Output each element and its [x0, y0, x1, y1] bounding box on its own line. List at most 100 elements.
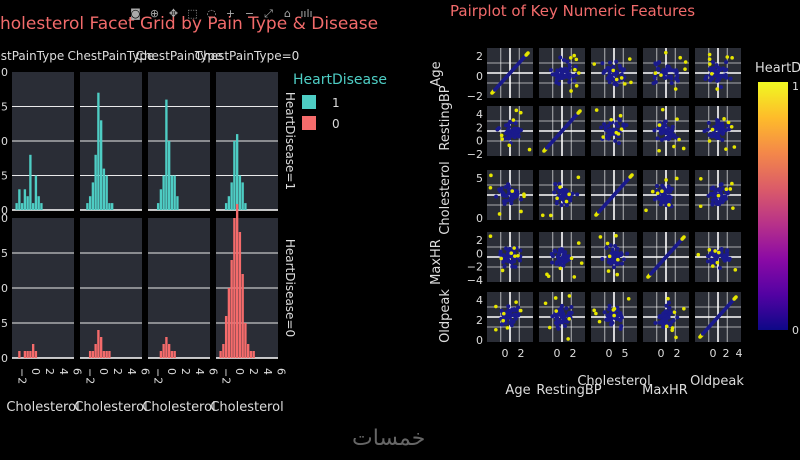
scatter-cell: [643, 106, 689, 156]
zoom-out-icon[interactable]: −: [244, 7, 255, 20]
scatter-point: [558, 185, 562, 189]
scatter-cell: [487, 232, 533, 282]
facet-x-axis-label: Cholesterol: [74, 400, 147, 415]
scatter-point: [519, 197, 524, 202]
pair-x-tick-label: 0: [606, 347, 613, 360]
scatter-point: [618, 326, 623, 331]
scatter-point: [664, 303, 669, 308]
scatter-point: [674, 335, 678, 340]
scatter-point: [724, 187, 729, 192]
scatter-point: [731, 206, 735, 210]
scatter-point: [508, 320, 513, 325]
lasso-icon[interactable]: ◌: [206, 7, 217, 20]
facet-x-tick-label: 2: [43, 368, 56, 375]
scatter-point: [665, 131, 670, 136]
scatter-point: [512, 126, 517, 131]
histogram-bar: [102, 351, 106, 358]
scatter-point: [613, 259, 618, 264]
scatter-point: [703, 77, 708, 82]
pair-y-tick-label: 2: [476, 50, 483, 63]
scatter-point: [511, 308, 516, 313]
histogram-bar: [31, 203, 35, 210]
histogram-bar: [235, 134, 239, 210]
scatter-point: [669, 186, 674, 191]
plotly-logo-icon[interactable]: ıılı: [300, 7, 313, 20]
scatter-point: [499, 308, 504, 313]
scatter-point: [547, 325, 552, 330]
scatter-point: [509, 323, 514, 328]
histogram-bar: [252, 351, 255, 358]
scatter-point: [674, 76, 679, 81]
zoom-icon[interactable]: ⊕: [149, 7, 160, 20]
histogram-bar: [241, 274, 244, 358]
scatter-point: [502, 199, 507, 204]
pair-x-tick-label: 0: [502, 347, 509, 360]
scatter-point: [696, 252, 701, 257]
scatter-point: [606, 315, 611, 320]
pair-y-axis-label: Cholesterol: [438, 161, 453, 234]
pair-y-tick-label: −4: [467, 274, 483, 287]
facet-x-axis-label: Cholesterol: [6, 400, 79, 415]
scatter-point: [504, 256, 509, 261]
box-select-icon[interactable]: ⬚: [187, 7, 198, 20]
scatter-point: [629, 80, 633, 85]
scatter-point: [621, 122, 626, 127]
pair-x-tick-label: 2: [674, 347, 681, 360]
scatter-point: [498, 189, 503, 194]
scatter-point: [568, 198, 573, 203]
home-icon[interactable]: ⌂: [284, 7, 291, 20]
scatter-point: [614, 233, 618, 238]
pair-x-tick-label: 0: [658, 347, 665, 360]
autoscale-icon[interactable]: ⤢: [264, 7, 273, 20]
scatter-point: [666, 184, 671, 189]
scatter-point: [597, 319, 602, 324]
scatter-point: [730, 56, 734, 60]
pair-x-axis-label: RestingBP: [536, 383, 601, 398]
scatter-point: [713, 187, 718, 192]
scatter-point: [579, 261, 584, 265]
pair-y-tick-label: 5: [476, 172, 483, 185]
scatter-cell: [643, 292, 689, 342]
pan-icon[interactable]: ✥: [168, 7, 179, 20]
histogram-bar: [26, 196, 29, 210]
scatter-point: [610, 251, 615, 256]
facet-x-tick-label: 6: [139, 368, 152, 375]
scatter-point: [567, 79, 572, 84]
modebar: ◙ ⊕ ✥ ⬚ ◌ + − ⤢ ⌂ ıılı: [128, 6, 314, 21]
scatter-point: [709, 71, 714, 76]
scatter-point: [500, 268, 505, 273]
scatter-point: [666, 296, 670, 301]
scatter-point: [606, 74, 611, 79]
scatter-point: [728, 76, 733, 81]
scatter-point: [513, 121, 518, 126]
histogram-bar: [23, 189, 27, 210]
camera-icon[interactable]: ◙: [130, 7, 141, 20]
scatter-point: [602, 310, 607, 315]
scatter-point: [652, 75, 657, 80]
pair-x-axis-label: MaxHR: [642, 383, 688, 398]
facet-y-tick-label: 5: [1, 170, 8, 183]
facet-y-tick-label: 15: [0, 247, 8, 260]
histogram-bar: [238, 175, 242, 210]
scatter-point: [510, 189, 515, 193]
pair-y-tick-label: 2: [476, 314, 483, 327]
histogram-bar: [26, 351, 29, 358]
facet-y-tick-label: 0: [1, 352, 8, 365]
scatter-point: [605, 241, 610, 246]
scatter-cell: [487, 106, 533, 156]
histogram-bar: [176, 196, 179, 210]
scatter-point: [560, 70, 565, 75]
scatter-point: [653, 61, 658, 66]
scatter-point: [563, 323, 568, 328]
histogram-bar: [18, 189, 21, 210]
legend-swatch: [302, 95, 316, 109]
legend-entry-label: 1: [332, 96, 340, 110]
zoom-in-icon[interactable]: +: [225, 7, 236, 20]
scatter-point: [663, 50, 668, 55]
scatter-point: [600, 61, 605, 66]
scatter-point: [498, 249, 503, 254]
scatter-point: [722, 68, 727, 73]
histogram-bar: [156, 203, 160, 210]
scatter-point: [619, 72, 624, 77]
